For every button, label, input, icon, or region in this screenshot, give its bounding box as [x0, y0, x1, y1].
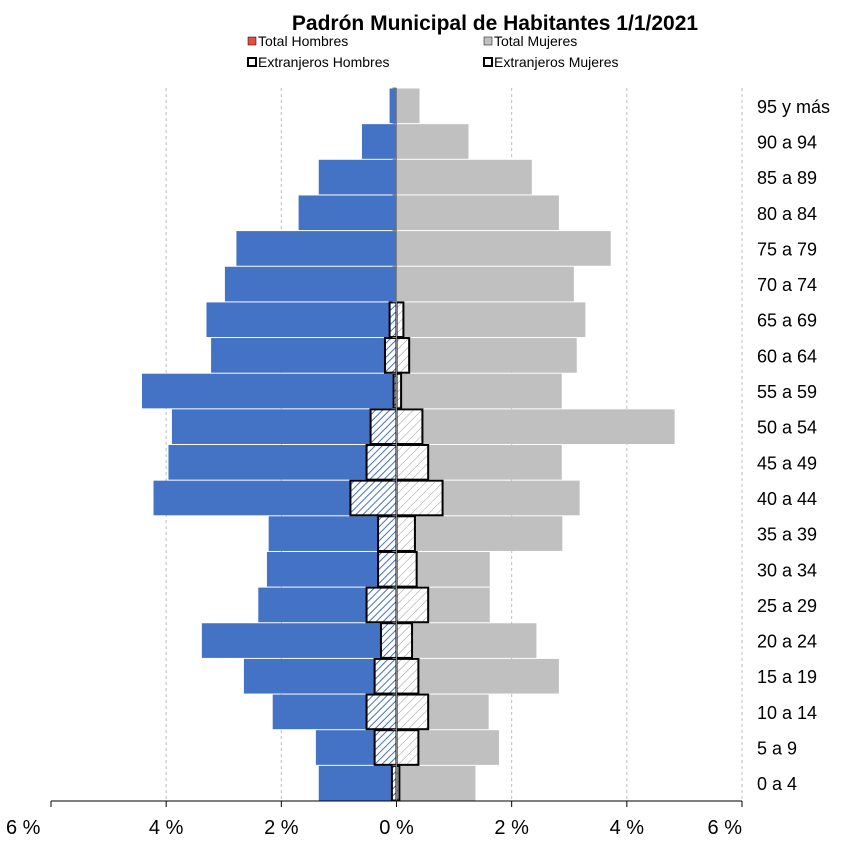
category-label: 30 a 34	[757, 560, 817, 580]
category-label: 40 a 44	[757, 489, 817, 509]
bar-total-mujeres	[396, 266, 574, 302]
chart-title: Padrón Municipal de Habitantes 1/1/2021	[292, 12, 698, 35]
bar-total-hombres	[266, 551, 397, 587]
bar-total-hombres	[201, 623, 397, 658]
bar-total-hombres	[171, 409, 397, 444]
category-label: 75 a 79	[757, 239, 817, 259]
bar-extranjeros-hombres	[377, 550, 398, 588]
category-label: 10 a 14	[757, 703, 817, 723]
legend: Total Hombres Total Mujeres Extranjeros …	[247, 33, 619, 70]
category-label: 0 a 4	[757, 774, 797, 794]
category-label: 45 a 49	[757, 453, 817, 473]
legend-item-extranjeros-hombres[interactable]: Extranjeros Hombres	[247, 54, 390, 70]
category-label: 20 a 24	[757, 632, 817, 652]
bar-total-mujeres	[396, 516, 563, 551]
bar-total-hombres	[318, 159, 397, 195]
category-label: 95 y más	[757, 97, 830, 117]
bar-total-mujeres	[396, 195, 559, 231]
bar-total-hombres	[361, 124, 397, 159]
bar-total-mujeres	[396, 373, 562, 409]
bar-extranjeros-mujeres	[395, 729, 420, 766]
legend-item-extranjeros-mujeres[interactable]: Extranjeros Mujeres	[483, 54, 619, 70]
bar-extranjeros-mujeres	[395, 408, 424, 446]
bar-total-hombres	[236, 231, 397, 266]
plot-area: 0 a 4 5 a 9 10 a 14 15 a 19 20 a 24 25 a 29 30…	[6, 87, 830, 839]
bar-extranjeros-mujeres	[395, 515, 416, 552]
category-label: 85 a 89	[757, 168, 817, 188]
category-label: 50 a 54	[757, 418, 817, 438]
x-tick-label: 0 %	[379, 817, 414, 839]
bar-total-hombres	[268, 516, 397, 551]
bar-extranjeros-hombres	[365, 693, 398, 731]
bar-extranjeros-hombres	[373, 729, 398, 766]
legend-swatch-total-hombres	[247, 36, 257, 46]
bar-total-hombres	[318, 765, 397, 801]
category-label: 35 a 39	[757, 525, 817, 545]
bar-total-hombres	[206, 302, 397, 338]
bar-total-mujeres	[396, 159, 532, 195]
x-tick-label: 6 %	[6, 817, 41, 839]
bar-extranjeros-hombres	[373, 657, 398, 695]
legend-label-total-mujeres: Total Mujeres	[494, 33, 577, 49]
x-tick-label: 4 %	[149, 817, 184, 839]
legend-label-extranjeros-mujeres: Extranjeros Mujeres	[494, 54, 619, 70]
bar-extranjeros-hombres	[377, 515, 398, 552]
bar-total-hombres	[168, 445, 397, 480]
legend-swatch-extranjeros-mujeres	[483, 57, 493, 67]
bar-total-mujeres	[396, 231, 611, 266]
bar-total-mujeres	[396, 623, 537, 658]
bar-extranjeros-hombres	[383, 337, 398, 374]
category-label: 25 a 29	[757, 596, 817, 616]
bar-total-mujeres	[396, 124, 469, 159]
x-tick-label: 2 %	[494, 817, 529, 839]
category-label: 65 a 69	[757, 311, 817, 331]
bar-extranjeros-mujeres	[395, 586, 430, 624]
bar-extranjeros-hombres	[369, 408, 398, 446]
category-label: 5 a 9	[757, 739, 797, 759]
bar-total-mujeres	[396, 88, 420, 124]
bar-total-hombres	[211, 338, 397, 373]
x-tick-label: 2 %	[264, 817, 299, 839]
bar-total-mujeres	[396, 409, 675, 444]
bar-extranjeros-hombres	[388, 301, 398, 339]
x-tick-label: 4 %	[610, 817, 645, 839]
bar-extranjeros-mujeres	[395, 301, 405, 339]
legend-item-total-mujeres[interactable]: Total Mujeres	[483, 33, 577, 49]
legend-item-total-hombres[interactable]: Total Hombres	[247, 33, 348, 49]
legend-swatch-total-mujeres	[483, 36, 493, 46]
bar-total-hombres	[243, 658, 397, 694]
bar-extranjeros-mujeres	[395, 479, 444, 517]
bar-extranjeros-mujeres	[395, 372, 403, 410]
category-label: 15 a 19	[757, 667, 817, 687]
category-label: 60 a 64	[757, 346, 817, 366]
bar-extranjeros-mujeres	[395, 657, 420, 695]
bar-extranjeros-hombres	[349, 479, 398, 517]
bar-extranjeros-mujeres	[395, 693, 430, 731]
bar-extranjeros-hombres	[365, 444, 398, 481]
legend-label-total-hombres: Total Hombres	[258, 33, 348, 49]
bar-extranjeros-mujeres	[395, 337, 411, 374]
bar-total-mujeres	[396, 338, 577, 373]
category-label: 55 a 59	[757, 382, 817, 402]
bar-extranjeros-mujeres	[395, 444, 430, 481]
legend-swatch-extranjeros-hombres	[247, 57, 257, 67]
category-label: 90 a 94	[757, 132, 817, 152]
bar-total-hombres	[389, 88, 397, 124]
bar-total-hombres	[141, 373, 397, 409]
bar-total-hombres	[298, 195, 397, 231]
bar-extranjeros-mujeres	[395, 622, 414, 659]
bar-extranjeros-hombres	[365, 586, 398, 624]
bar-total-mujeres	[396, 765, 476, 801]
category-label: 70 a 74	[757, 275, 817, 295]
bar-total-mujeres	[396, 302, 586, 338]
bar-extranjeros-mujeres	[395, 550, 418, 588]
category-label: 80 a 84	[757, 204, 817, 224]
bar-total-hombres	[224, 266, 397, 302]
legend-label-extranjeros-hombres: Extranjeros Hombres	[258, 54, 390, 70]
bar-extranjeros-hombres	[379, 622, 398, 659]
x-tick-label: 6 %	[708, 817, 743, 839]
bar-total-mujeres	[396, 658, 559, 694]
